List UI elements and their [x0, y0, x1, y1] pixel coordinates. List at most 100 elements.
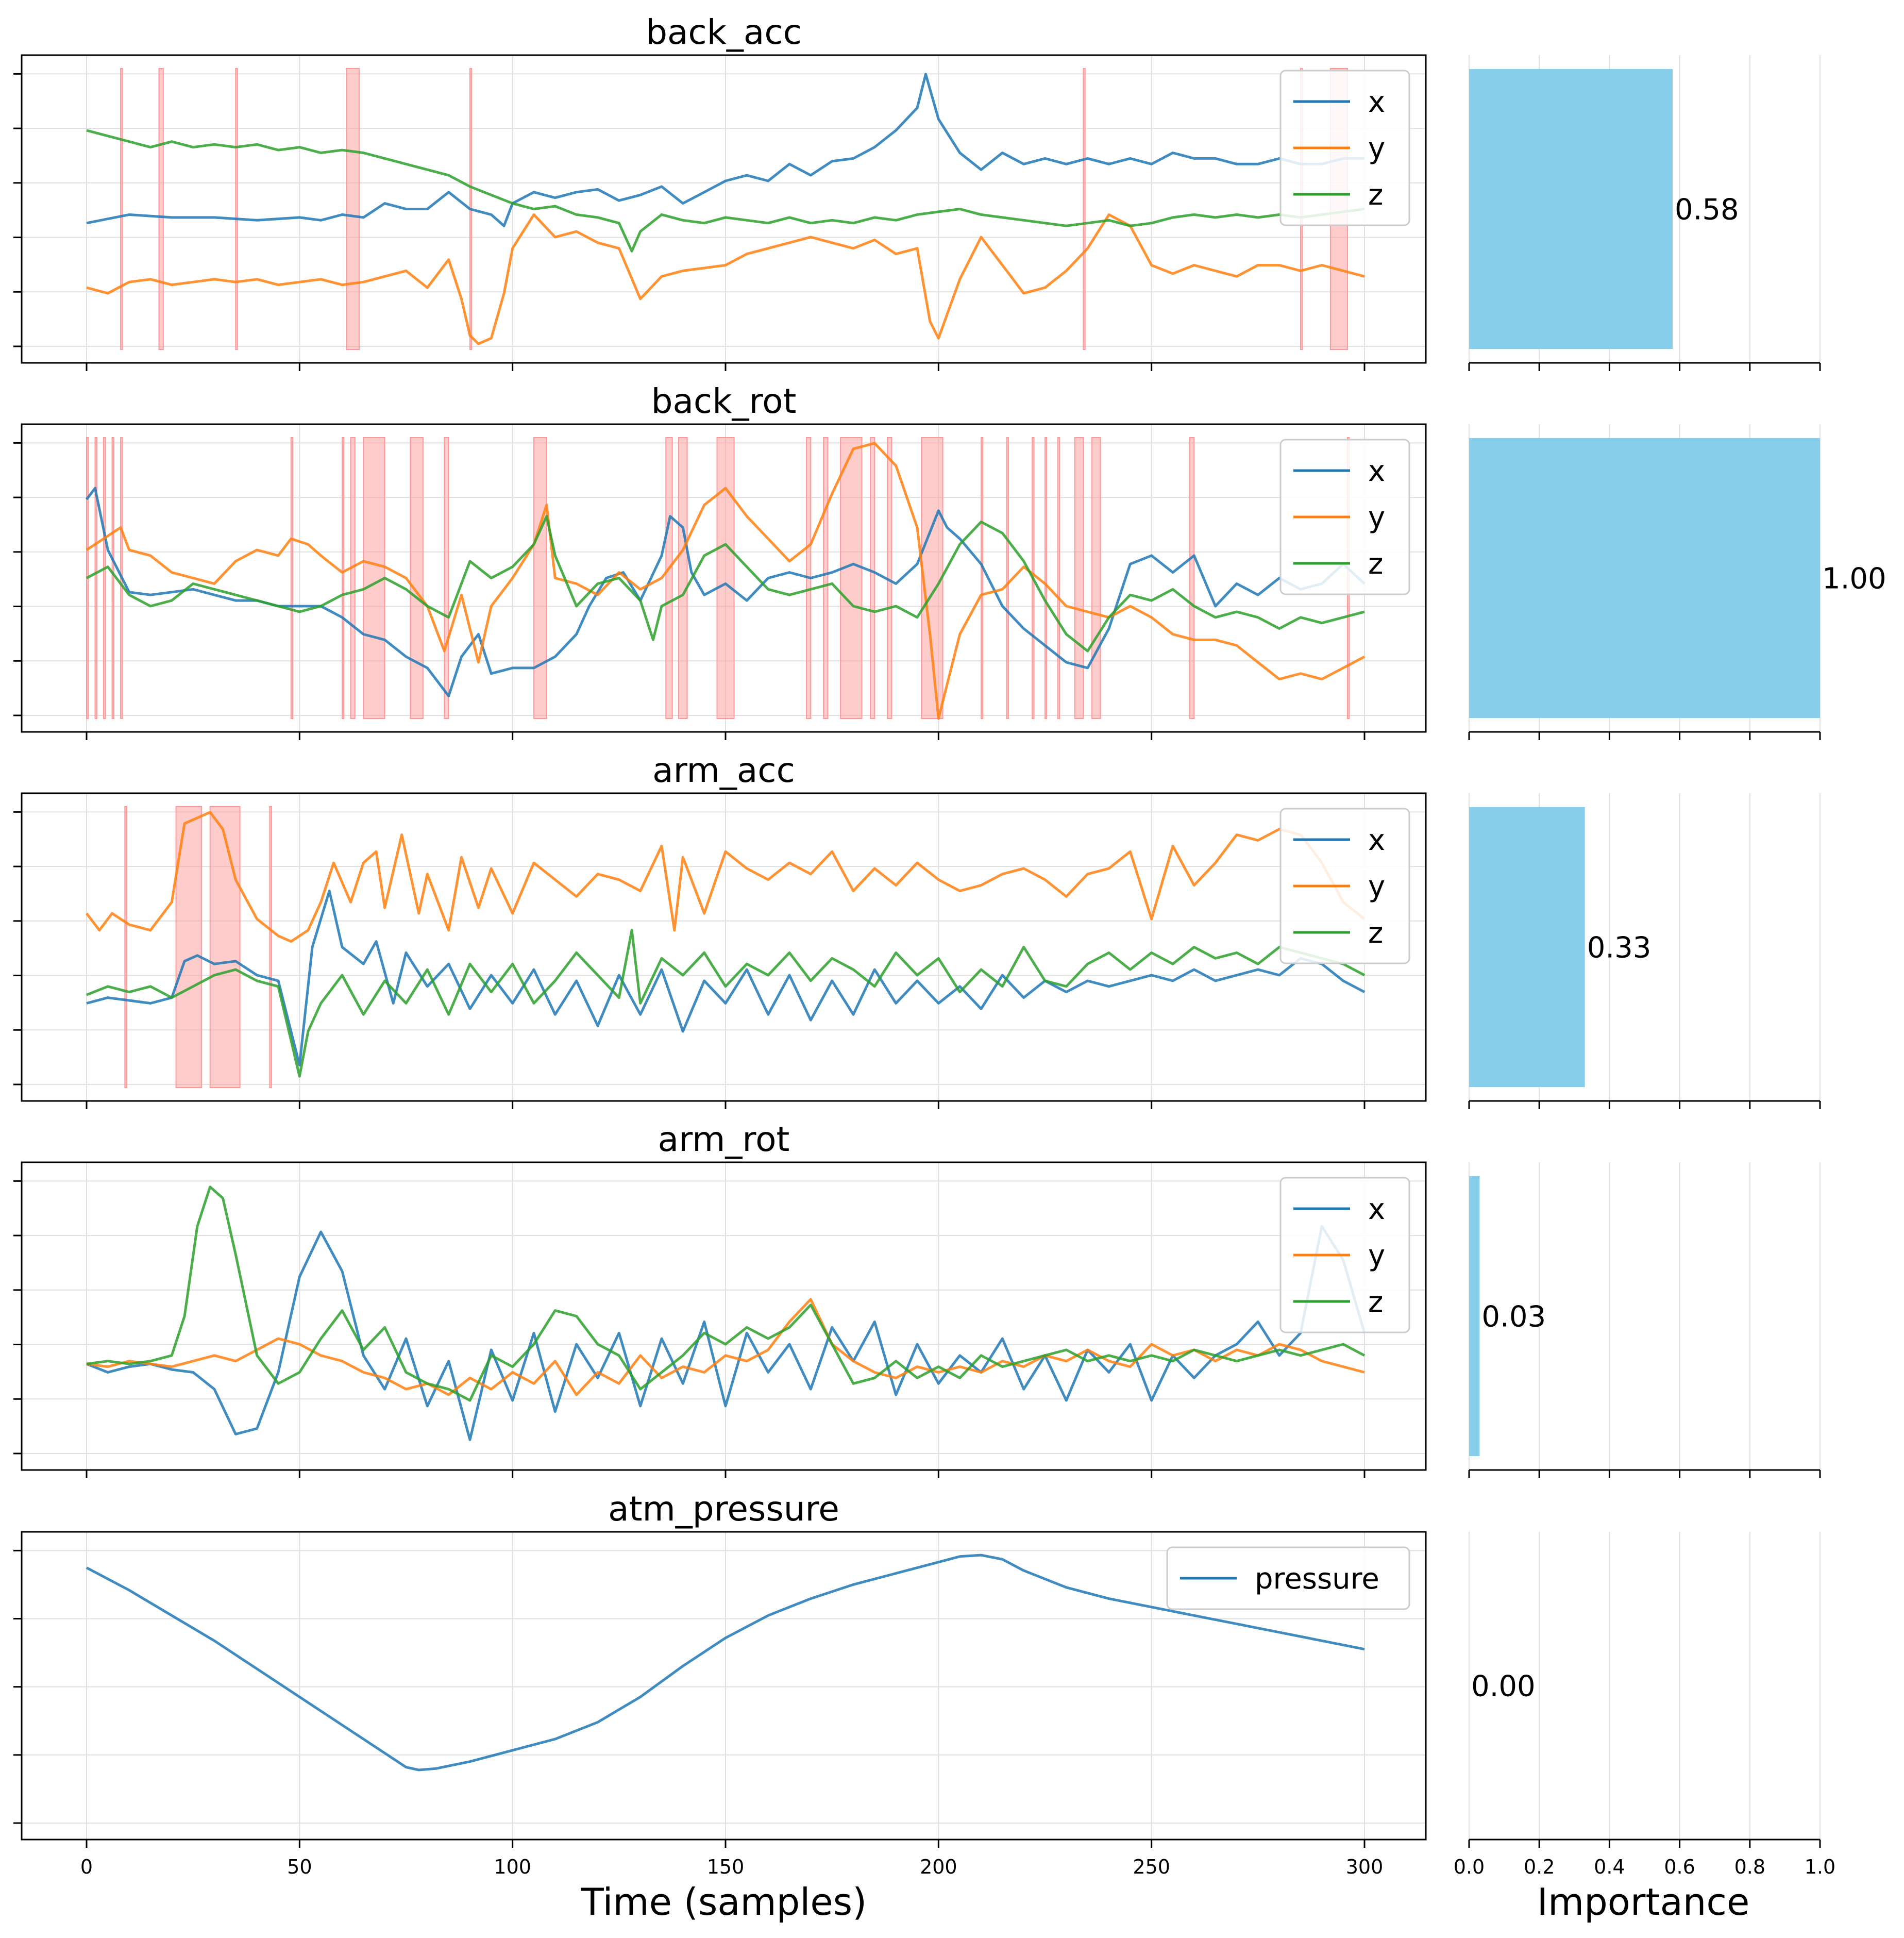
highlight-region	[1189, 437, 1195, 719]
panel-title: arm_rot	[658, 1120, 790, 1159]
legend-label-x: x	[1368, 1193, 1385, 1226]
highlight-region	[209, 806, 241, 1088]
importance-value-label: 0.33	[1587, 931, 1652, 965]
legend: xyz	[1279, 808, 1410, 964]
importance-value-label: 0.03	[1481, 1300, 1546, 1334]
importance-bar	[1469, 1176, 1480, 1456]
highlight-region	[158, 68, 164, 350]
highlight-region	[1057, 437, 1060, 719]
legend-label-y: y	[1368, 132, 1385, 165]
legend-label-z: z	[1368, 916, 1383, 950]
highlight-region	[363, 437, 385, 719]
series-line-z	[86, 515, 1365, 653]
series-line-pressure	[86, 1553, 1365, 1772]
importance-value-label: 0.58	[1675, 193, 1739, 227]
highlight-region	[1044, 437, 1048, 719]
series-line-x	[86, 73, 1364, 227]
importance-bar	[1469, 807, 1585, 1087]
time-tick-label: 150	[707, 1856, 745, 1878]
importance-bar	[1469, 438, 1820, 718]
legend-label-y: y	[1368, 870, 1385, 904]
series-line-y	[86, 213, 1365, 345]
series-line-z	[86, 1185, 1366, 1402]
time-axis-tick-labels: 0 50 100 150 200 250 300	[80, 1856, 1383, 1878]
highlight-region	[678, 437, 688, 719]
highlight-region	[1083, 68, 1086, 350]
plot-frame	[21, 1161, 1427, 1471]
highlight-region	[1091, 437, 1101, 719]
importance-tick-label: 0.2	[1524, 1856, 1555, 1878]
highlight-region	[823, 437, 829, 719]
panel-title: back_rot	[651, 381, 797, 421]
highlight-region	[716, 437, 735, 719]
importance-axis-label: Importance	[1537, 1880, 1750, 1924]
highlight-region	[269, 806, 272, 1088]
highlight-region	[1074, 437, 1084, 719]
highlight-region	[887, 437, 892, 719]
legend-label-pressure: pressure	[1255, 1562, 1379, 1596]
importance-panel-atm_pressure: 0.00	[1468, 1532, 1821, 1848]
highlight-region	[124, 806, 127, 1088]
time-tick-label: 50	[287, 1856, 312, 1878]
series-line-z	[86, 129, 1365, 253]
highlight-region	[342, 437, 345, 719]
highlight-region	[870, 437, 875, 719]
highlight-region	[1006, 437, 1009, 719]
series-line-x	[86, 1225, 1366, 1441]
legend-label-x: x	[1368, 455, 1385, 488]
series-line-x	[86, 487, 1366, 697]
highlight-region	[346, 68, 360, 350]
series-line-x	[86, 890, 1366, 1066]
importance-axis-tick-labels: 0.0 0.2 0.4 0.6 0.8 1.0	[1454, 1856, 1835, 1878]
legend: xyz	[1279, 1177, 1410, 1333]
importance-panel-arm_rot: 0.03	[1468, 1162, 1821, 1478]
importance-tick-label: 0.0	[1454, 1856, 1485, 1878]
legend-label-y: y	[1368, 501, 1385, 534]
importance-value-label: 1.00	[1822, 562, 1886, 596]
highlight-region	[840, 437, 863, 719]
time-tick-label: 0	[80, 1856, 93, 1878]
time-tick-label: 100	[494, 1856, 531, 1878]
legend: xyz	[1279, 439, 1410, 595]
importance-tick-label: 0.6	[1664, 1856, 1695, 1878]
highlight-region	[235, 68, 238, 350]
series-line-z	[86, 929, 1366, 1078]
highlight-region	[444, 437, 449, 719]
legend-label-z: z	[1368, 1285, 1383, 1319]
series-line-y	[86, 811, 1366, 943]
highlight-region	[94, 437, 97, 719]
panel-title: atm_pressure	[608, 1489, 839, 1529]
importance-tick-label: 1.0	[1805, 1856, 1835, 1878]
panel-title: back_acc	[646, 12, 802, 52]
time-tick-label: 250	[1133, 1856, 1170, 1878]
legend-label-x: x	[1368, 86, 1385, 119]
highlight-region	[665, 437, 673, 719]
highlight-region	[111, 437, 114, 719]
legend-box	[1166, 1546, 1410, 1610]
importance-tick-label: 0.4	[1594, 1856, 1625, 1878]
highlight-region	[350, 437, 356, 719]
series-line-y	[86, 1298, 1365, 1396]
importance-tick-label: 0.8	[1734, 1856, 1765, 1878]
highlight-region	[120, 68, 123, 350]
plot-frame	[21, 54, 1427, 364]
highlight-region	[981, 437, 984, 719]
highlight-region	[103, 437, 106, 719]
highlight-region	[921, 437, 943, 719]
highlight-region	[533, 437, 547, 719]
panel-title: arm_acc	[652, 750, 795, 790]
plot-frame	[21, 1531, 1427, 1841]
importance-value-label: 0.00	[1471, 1670, 1536, 1703]
plot-frame	[21, 792, 1427, 1102]
legend-label-z: z	[1368, 178, 1383, 212]
legend-label-x: x	[1368, 824, 1385, 857]
time-tick-label: 300	[1346, 1856, 1384, 1878]
legend-label-y: y	[1368, 1239, 1385, 1273]
panel-atm_pressure: atm_pressure pressure	[13, 1489, 1427, 1848]
